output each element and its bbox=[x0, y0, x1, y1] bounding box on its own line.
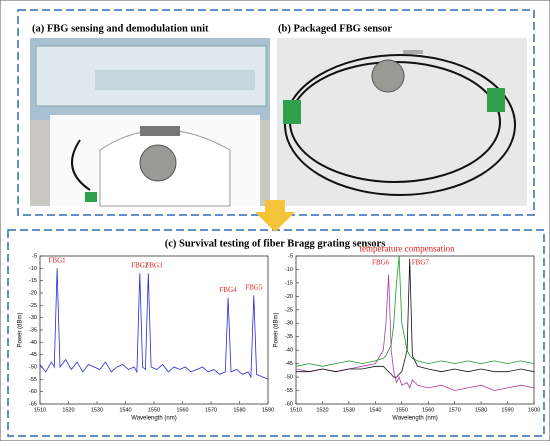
annotation: FBG5 bbox=[245, 284, 263, 292]
annotation: FBG2 bbox=[131, 261, 149, 269]
y-tick-label: -10 bbox=[285, 267, 293, 273]
y-tick-label: -45 bbox=[29, 352, 37, 358]
y-axis-label: Power (dBm) bbox=[18, 312, 24, 347]
x-tick-label: 1530 bbox=[91, 407, 103, 413]
x-tick-label: 1520 bbox=[316, 407, 328, 413]
y-tick-label: -15 bbox=[29, 278, 37, 284]
x-tick-label: 1560 bbox=[422, 407, 434, 413]
plot-area bbox=[39, 255, 269, 405]
x-tick-label: 1510 bbox=[34, 407, 46, 413]
annotation: FBG1 bbox=[49, 257, 67, 265]
x-tick-label: 1590 bbox=[501, 407, 513, 413]
x-tick-label: 1570 bbox=[449, 407, 461, 413]
x-tick-label: 1590 bbox=[262, 407, 274, 413]
x-tick-label: 1600 bbox=[528, 407, 540, 413]
annotation: FBG7 bbox=[412, 258, 430, 266]
y-tick-label: -25 bbox=[29, 303, 37, 309]
y-tick-label: -55 bbox=[285, 388, 293, 394]
x-tick-label: 1510 bbox=[290, 407, 302, 413]
panel-a-title: (a) FBG sensing and demodulation unit bbox=[32, 23, 209, 34]
x-tick-label: 1530 bbox=[343, 407, 355, 413]
y-tick-label: -5 bbox=[32, 253, 37, 259]
y-axis-label: Power (dBm) bbox=[274, 312, 280, 347]
x-axis-label: Wavelength (nm) bbox=[392, 416, 437, 422]
y-tick-label: -25 bbox=[285, 307, 293, 313]
annotation: FBG4 bbox=[220, 286, 238, 294]
y-tick-label: -35 bbox=[285, 334, 293, 340]
x-tick-label: 1520 bbox=[62, 407, 74, 413]
series-line bbox=[295, 255, 535, 367]
y-tick-label: -50 bbox=[285, 375, 293, 381]
panel-b-title: (b) Packaged FBG sensor bbox=[278, 23, 392, 34]
x-tick-label: 1540 bbox=[119, 407, 131, 413]
series-line bbox=[39, 268, 269, 380]
x-tick-label: 1550 bbox=[148, 407, 160, 413]
x-tick-label: 1570 bbox=[205, 407, 217, 413]
x-axis-label: Wavelength (nm) bbox=[131, 416, 176, 422]
y-tick-label: -20 bbox=[29, 290, 37, 296]
y-tick-label: -60 bbox=[29, 389, 37, 395]
plot-area bbox=[295, 255, 535, 405]
y-tick-label: -40 bbox=[285, 348, 293, 354]
x-tick-label: 1580 bbox=[475, 407, 487, 413]
x-tick-label: 1540 bbox=[369, 407, 381, 413]
x-tick-label: 1580 bbox=[233, 407, 245, 413]
y-tick-label: -50 bbox=[29, 364, 37, 370]
y-tick-label: -30 bbox=[285, 321, 293, 327]
y-tick-label: -10 bbox=[29, 266, 37, 272]
y-tick-label: -45 bbox=[285, 361, 293, 367]
series-line bbox=[296, 258, 535, 378]
panel-c-title: (c) Survival testing of fiber Bragg grat… bbox=[165, 238, 386, 249]
y-tick-label: -30 bbox=[29, 315, 37, 321]
y-tick-label: -60 bbox=[285, 401, 293, 407]
y-tick-label: -15 bbox=[285, 280, 293, 286]
annotation: FBG6 bbox=[372, 258, 390, 266]
y-tick-label: -40 bbox=[29, 340, 37, 346]
y-tick-label: -20 bbox=[285, 294, 293, 300]
x-tick-label: 1560 bbox=[176, 407, 188, 413]
photo-a bbox=[30, 38, 270, 207]
y-tick-label: -35 bbox=[29, 327, 37, 333]
y-tick-label: -5 bbox=[288, 253, 293, 259]
x-tick-label: 1550 bbox=[396, 407, 408, 413]
series-line bbox=[295, 274, 535, 391]
y-tick-label: -55 bbox=[29, 377, 37, 383]
annotation: FBG3 bbox=[145, 261, 163, 269]
y-tick-label: -65 bbox=[29, 401, 37, 407]
annotation: temperature compensation bbox=[359, 243, 455, 253]
photo-b bbox=[277, 38, 527, 206]
arrow bbox=[255, 200, 295, 232]
